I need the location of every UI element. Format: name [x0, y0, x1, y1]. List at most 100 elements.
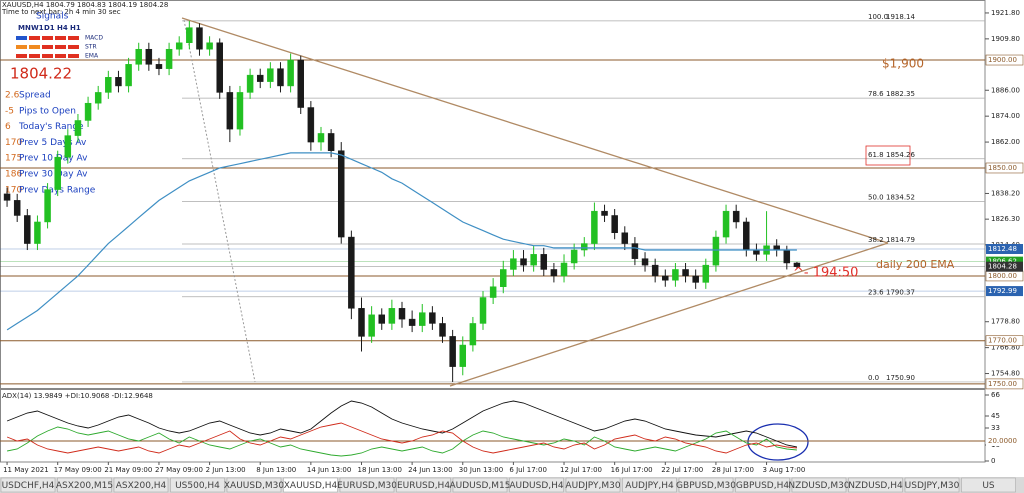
tab[interactable]	[226, 477, 282, 493]
price-box	[986, 436, 1023, 446]
x-tick-label: 6 Jul 17:00	[509, 466, 547, 474]
candle-body	[74, 120, 82, 136]
tab[interactable]	[0, 477, 56, 493]
y-tick-label: 45	[991, 412, 1000, 420]
symbol-line: XAUUSD,H4 1804.79 1804.83 1804.19 1804.2…	[2, 1, 168, 9]
highlight-ellipse	[747, 423, 809, 461]
tab[interactable]	[848, 477, 903, 493]
tab-label[interactable]: AUDUSD,M15	[450, 481, 511, 491]
tab-label[interactable]: EURUSD,H4	[397, 481, 450, 491]
signal-cell	[68, 54, 79, 58]
tab[interactable]	[452, 477, 508, 493]
candle-body	[459, 344, 467, 367]
price-box	[986, 243, 1023, 254]
candle-body	[145, 48, 153, 65]
candle-body	[753, 249, 760, 255]
tab[interactable]	[170, 477, 225, 493]
candle-body	[550, 269, 558, 277]
stat-label: Prev 30 Day Av	[19, 170, 88, 180]
trend-line	[181, 17, 889, 244]
x-tick-label: 17 May 09:00	[54, 466, 102, 474]
price-box-frame	[985, 54, 1024, 66]
tab[interactable]	[396, 477, 451, 493]
candle-body	[560, 262, 568, 277]
tab[interactable]	[283, 477, 338, 493]
fib-ratio: 78.6	[868, 90, 884, 98]
tab-label[interactable]: GBPUSD,H4	[736, 481, 789, 491]
y-tick-label: 1826.30	[991, 215, 1020, 223]
price-box	[986, 162, 1023, 173]
tab[interactable]	[57, 477, 112, 493]
candle-body	[692, 275, 699, 283]
tab[interactable]	[113, 477, 169, 493]
tab-label[interactable]: ASX200,H4	[116, 481, 167, 491]
signal-cell	[42, 54, 53, 58]
indicator-label: EMA	[85, 53, 99, 60]
stat-value: 186	[5, 170, 22, 180]
tab-label[interactable]: USDCHF,H4	[2, 481, 55, 491]
tab-label[interactable]: USDJPY,M30	[905, 481, 960, 491]
candle-body	[64, 135, 72, 158]
tab-label[interactable]: AUDUSD,H4	[509, 481, 564, 491]
indicator-title: ADX(14) 13.9849 +DI:10.9068 -DI:12.9648	[2, 392, 153, 400]
price-box	[986, 378, 1023, 389]
fib-price: 1750.90	[886, 374, 915, 382]
stat-value: 170	[5, 138, 22, 148]
timeframe-label: D1	[44, 24, 55, 32]
tab[interactable]	[678, 477, 734, 493]
x-tick-label: 16 Jul 17:00	[611, 466, 653, 474]
candle-body	[54, 156, 61, 190]
tab-label[interactable]: EURUSD,M30	[337, 481, 397, 491]
candle-body	[641, 258, 649, 266]
candle-body	[125, 64, 132, 87]
candle-body	[246, 74, 254, 93]
tab[interactable]	[622, 477, 677, 493]
tab[interactable]	[565, 477, 621, 493]
fib-price: 1790.37	[886, 289, 915, 297]
candle-body	[408, 318, 416, 326]
price-box-label: 1804.28	[988, 263, 1017, 271]
signal-cell	[55, 54, 66, 58]
fib-highlight	[865, 145, 911, 166]
signal-cell	[29, 36, 40, 40]
candle-body	[773, 245, 780, 251]
candle-body	[388, 308, 396, 324]
price-box	[986, 335, 1023, 346]
tab-label[interactable]: AUDJPY,M30	[565, 481, 620, 491]
stat-label: Pips to Open	[19, 106, 76, 116]
tab-label[interactable]: XAUUSD,H4	[284, 481, 338, 491]
tab-label[interactable]: NZDUSD,M30	[788, 481, 849, 491]
candle-body	[631, 243, 639, 259]
tab[interactable]	[735, 477, 790, 493]
candle-body	[135, 48, 142, 65]
signal-cell	[55, 36, 66, 40]
x-tick-label: 21 May 09:00	[104, 466, 152, 474]
tab[interactable]	[791, 477, 847, 493]
levels	[0, 20, 985, 385]
tab-label[interactable]: AUDJPY,H4	[625, 481, 674, 491]
signal-cell	[29, 54, 40, 58]
candle-body	[712, 236, 720, 266]
candle-body	[307, 107, 315, 143]
tab-label[interactable]: ASX200,M15	[56, 481, 113, 491]
price-box-label: 1800.00	[988, 272, 1017, 280]
candle-body	[570, 249, 578, 264]
candle-body	[175, 42, 183, 50]
tab[interactable]	[339, 477, 395, 493]
tab-label[interactable]: NZDUSD,H4	[848, 481, 903, 491]
price-box	[986, 256, 1023, 267]
price-box	[986, 286, 1023, 297]
tab-label[interactable]: XAUUSD,M30	[224, 481, 284, 491]
tab[interactable]	[904, 477, 960, 493]
stat-label: Prev 5 Days Av	[19, 138, 87, 148]
y-tick-label: 1862.00	[991, 138, 1020, 146]
tab-label[interactable]: US500,H4	[175, 481, 220, 491]
tab-label[interactable]: GBPUSD,M30	[676, 481, 736, 491]
y-tick-label: 1909.80	[991, 35, 1020, 43]
x-tick-label: 27 May 09:00	[155, 466, 203, 474]
tab-label[interactable]: US	[982, 481, 995, 491]
tab[interactable]	[509, 477, 564, 493]
candle-body	[44, 189, 51, 223]
signal-cell	[16, 45, 27, 49]
tab[interactable]	[961, 477, 1016, 493]
